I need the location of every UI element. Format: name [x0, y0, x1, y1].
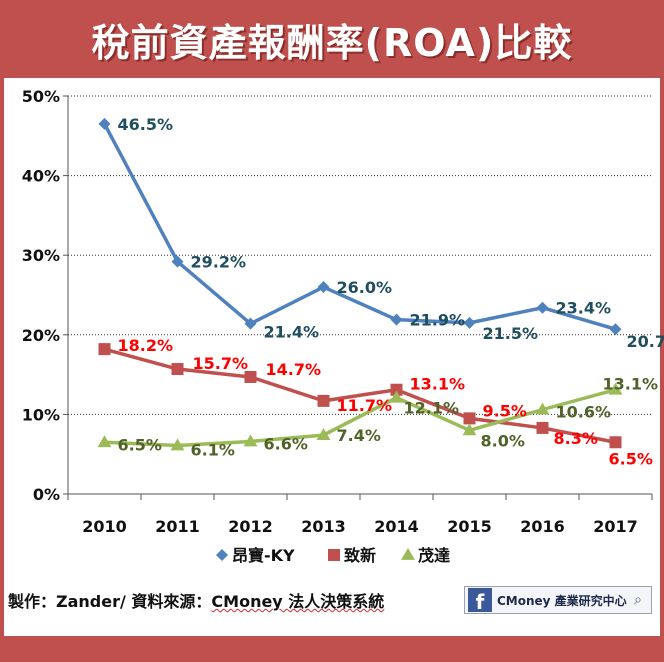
- data-label: 13.1%: [410, 375, 466, 394]
- data-point: [390, 313, 403, 326]
- data-point: [244, 317, 257, 330]
- y-tick-label: 10%: [22, 405, 60, 424]
- data-label: 13.1%: [603, 375, 659, 394]
- roa-line-chart: 0% 10% 20% 30% 40% 50% 2010 2011 2012 2013 2014 201…: [22, 87, 664, 565]
- title-bar: 稅前資產報酬率(ROA)比較: [0, 0, 664, 78]
- data-point: [463, 412, 476, 425]
- data-label: 6.5%: [609, 449, 653, 468]
- data-label: 46.5%: [118, 115, 174, 134]
- x-tick-label: 2017: [593, 517, 638, 536]
- series-line: [104, 347, 616, 444]
- data-point: [244, 370, 257, 383]
- data-point: [389, 390, 404, 403]
- data-label: 15.7%: [193, 354, 249, 373]
- data-label: 26.0%: [337, 278, 393, 297]
- legend-entry: 致新: [344, 546, 376, 565]
- legend-entry: 茂達: [418, 546, 450, 565]
- data-label: 8.0%: [481, 431, 525, 450]
- data-point: [98, 117, 111, 130]
- data-point: [317, 281, 330, 294]
- footer-credit: 製作：Zander/ 資料來源：CMoney 法人決策系統: [8, 588, 384, 612]
- facebook-icon: f: [468, 588, 492, 612]
- x-tick-label: 2015: [447, 517, 492, 536]
- data-label: 21.4%: [264, 323, 320, 342]
- data-label: 18.2%: [118, 336, 174, 355]
- data-point: [170, 438, 185, 451]
- data-label: 21.5%: [483, 324, 539, 343]
- legend-entry: 昂寶-KY: [232, 546, 295, 565]
- x-tick-label: 2010: [82, 517, 127, 536]
- data-point: [171, 255, 184, 268]
- data-label: 6.6%: [264, 434, 308, 453]
- search-icon[interactable]: ⌕: [634, 592, 642, 608]
- series-line: [104, 388, 616, 448]
- chart-title: 稅前資產報酬率(ROA)比較: [91, 20, 573, 65]
- data-label: 8.3%: [554, 429, 598, 448]
- data-label: 29.2%: [191, 253, 247, 272]
- y-tick-label: 30%: [22, 246, 60, 265]
- data-point: [316, 428, 331, 440]
- data-point: [243, 434, 258, 447]
- data-label: 7.4%: [337, 426, 381, 445]
- y-tick-label: 20%: [22, 326, 60, 345]
- x-tick-label: 2012: [228, 517, 273, 536]
- y-tick-label: 0%: [33, 485, 60, 504]
- data-point: [317, 394, 330, 407]
- data-label: 10.6%: [556, 403, 612, 422]
- data-point: [536, 301, 549, 314]
- legend-marker: [401, 548, 415, 560]
- data-point: [390, 383, 403, 396]
- legend-marker: [328, 549, 340, 561]
- x-tick-label: 2016: [520, 517, 565, 536]
- data-point: [462, 423, 477, 436]
- series-line: [102, 123, 616, 331]
- y-tick-label: 50%: [22, 87, 60, 106]
- x-tick-label: 2014: [374, 517, 419, 536]
- data-point: [608, 382, 623, 395]
- footer-prefix: 製作：Zander/ 資料來源：: [8, 592, 212, 611]
- badge-label: CMoney 產業研究中心: [497, 593, 627, 608]
- x-tick-label: 2013: [301, 517, 346, 536]
- data-label: 20.7%: [627, 332, 664, 351]
- data-point: [536, 421, 549, 434]
- data-label: 11.7%: [337, 396, 393, 415]
- data-point: [97, 435, 112, 448]
- data-point: [171, 363, 184, 376]
- data-point: [98, 343, 111, 356]
- data-label: 9.5%: [483, 401, 527, 420]
- data-label: 21.9%: [410, 311, 466, 330]
- footer-source: CMoney 法人決策系統: [211, 592, 385, 611]
- data-point: [609, 436, 622, 449]
- data-point: [463, 316, 476, 329]
- data-point: [535, 402, 550, 415]
- y-tick-label: 40%: [22, 167, 60, 186]
- data-label: 12.1%: [404, 399, 460, 418]
- cmoney-badge[interactable]: f CMoney 產業研究中心 ⌕: [464, 586, 652, 614]
- data-label: 23.4%: [556, 299, 612, 318]
- data-point: [609, 323, 622, 336]
- data-label: 6.1%: [191, 440, 235, 459]
- data-label: 6.5%: [118, 435, 162, 454]
- x-tick-label: 2011: [155, 517, 200, 536]
- legend-marker: [216, 549, 228, 561]
- data-label: 14.7%: [266, 360, 322, 379]
